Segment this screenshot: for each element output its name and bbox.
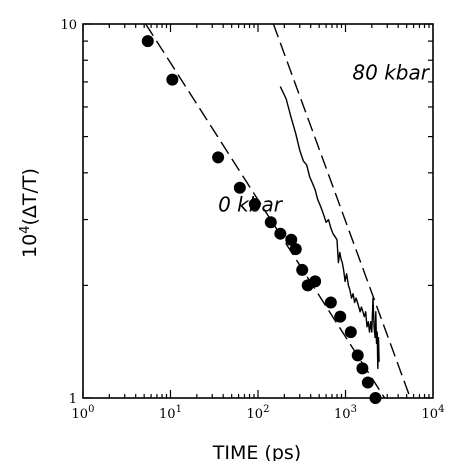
x-tick-label: 103 (334, 404, 357, 422)
series-line (279, 86, 380, 370)
data-point (344, 326, 357, 339)
y-tick-label: 1 (69, 392, 77, 407)
series-annotation: 0 kbar (218, 193, 284, 217)
series-layer (141, 24, 411, 404)
x-tick-label: 100 (72, 404, 95, 422)
data-point (324, 296, 337, 309)
series-annotation: 80 kbar (352, 61, 430, 85)
data-point (141, 35, 154, 48)
x-tick-label: 102 (247, 404, 270, 422)
x-tick-label: 101 (159, 404, 182, 422)
data-point (361, 376, 374, 389)
fit-line (145, 24, 386, 398)
data-point (166, 73, 179, 86)
annotations-layer: 80 kbar 0 kbar (218, 61, 431, 217)
data-point (369, 392, 382, 404)
x-tick-label: 104 (422, 404, 445, 422)
y-axis-title: 104(ΔT/T) (18, 168, 41, 258)
data-point (334, 310, 347, 323)
data-point (285, 233, 298, 246)
fit-line (272, 24, 411, 398)
data-point (233, 181, 246, 194)
data-point (264, 216, 277, 229)
data-point (309, 275, 322, 288)
y-tick-label: 10 (60, 18, 77, 33)
data-point (289, 243, 302, 256)
y-axis: 1 10 (60, 18, 433, 407)
data-point (212, 151, 225, 164)
data-point (248, 198, 261, 211)
x-axis: 100 101 102 103 104 (72, 24, 445, 422)
x-axis-title: TIME (ps) (212, 442, 301, 461)
data-point (356, 362, 369, 375)
